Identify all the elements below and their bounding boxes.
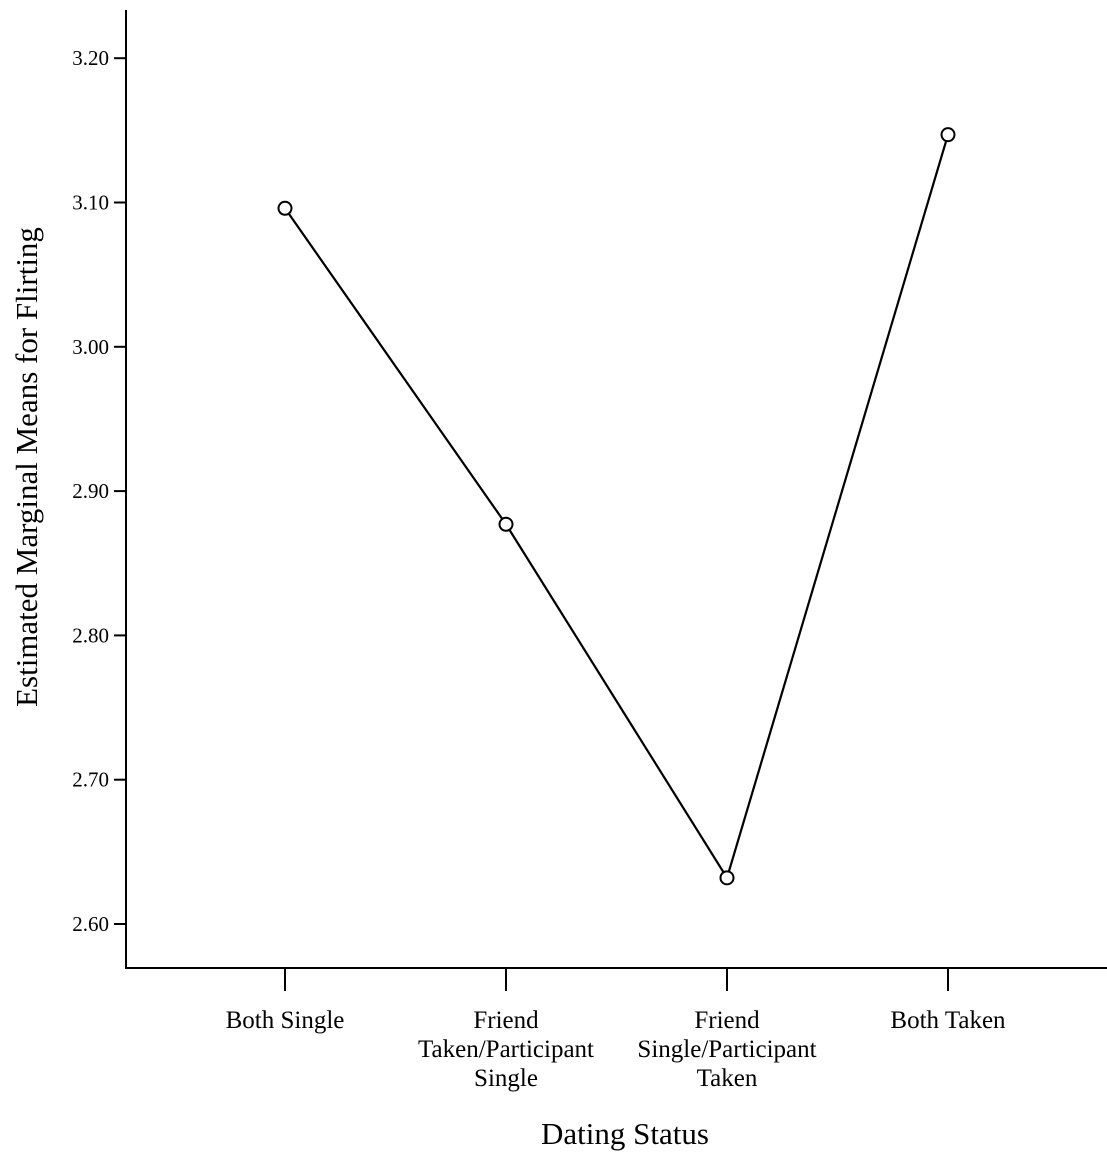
x-tick-label: Both Single [226,1007,345,1034]
series-layer [277,127,956,886]
y-tick-label: 3.20 [72,46,109,70]
data-point [719,870,735,886]
data-point [940,127,956,143]
series-line [284,134,950,881]
y-tick-label: 3.00 [72,335,109,359]
y-tick-label: 3.10 [72,191,109,215]
y-ticks: 2.60 2.70 2.80 2.90 3.00 3.10 3.20 [72,46,126,936]
x-tick-label: Single/Participant [637,1036,816,1063]
data-point [498,516,514,532]
y-axis-title: Estimated Marginal Means for Flirting [9,227,44,707]
y-tick-label: 2.80 [72,623,109,647]
x-axis-title: Dating Status [541,1116,709,1151]
y-tick-label: 2.70 [72,768,109,792]
x-ticks: Both Single FriendTaken/ParticipantSingle… [226,968,1006,1092]
x-tick-label: Both Taken [890,1007,1006,1034]
x-tick-label: Single [474,1065,538,1092]
x-tick-label: Taken/Participant [418,1036,594,1063]
x-tick-label: Friend [473,1007,539,1034]
data-point [277,200,293,216]
y-tick-label: 2.90 [72,479,109,503]
y-tick-label: 2.60 [72,912,109,936]
x-tick-label: Taken [697,1065,758,1092]
x-tick-label: Friend [694,1007,760,1034]
